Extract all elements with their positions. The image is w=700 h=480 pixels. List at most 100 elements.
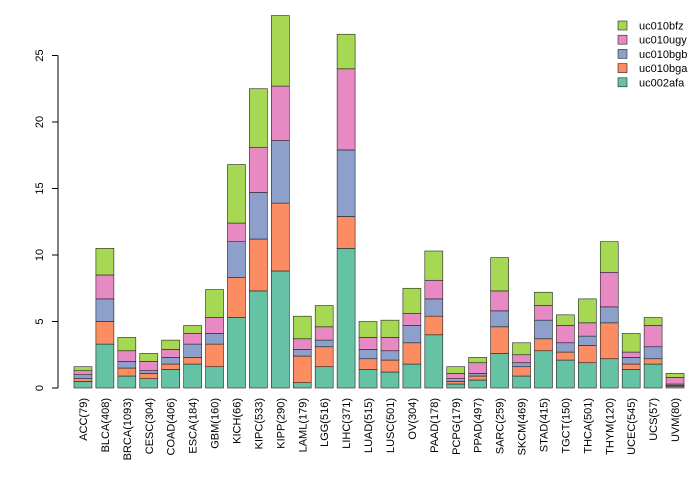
bar-uc002afa — [271, 270, 290, 389]
bar-uc010bfz — [271, 15, 290, 87]
bar-uc010bga — [424, 315, 444, 336]
y-tick-label: 10 — [34, 249, 46, 261]
bar-uc010bfz — [556, 314, 575, 326]
x-tick-label: ACC(79) — [78, 398, 90, 441]
bar-uc010bga — [249, 238, 268, 292]
legend-label-uc010bga: uc010bga — [639, 63, 688, 75]
bar-uc010bga — [534, 338, 553, 352]
bar-uc002afa — [205, 366, 224, 389]
bar-uc010bfz — [534, 291, 553, 306]
bar-uc010bga — [183, 357, 202, 365]
bar-uc002afa — [578, 362, 597, 389]
bar-stack-9 — [271, 15, 290, 389]
bar-uc010bfz — [402, 287, 422, 314]
bar-uc010bga — [161, 363, 180, 370]
x-tick-label: LIHC(371) — [341, 398, 353, 449]
bar-stack-19 — [490, 257, 509, 389]
bar-stack-18 — [468, 357, 487, 389]
bar-uc010bfz — [161, 339, 180, 350]
y-tick-label: 5 — [34, 318, 46, 324]
bar-uc002afa — [95, 343, 115, 389]
x-tick-label: LGG(516) — [319, 398, 331, 447]
bar-uc010ugy — [534, 305, 553, 321]
bar-uc002afa — [336, 248, 356, 389]
bar-uc010bfz — [380, 319, 400, 338]
bar-stack-4 — [161, 339, 180, 389]
bar-uc002afa — [556, 359, 575, 389]
bar-uc010bga — [512, 366, 531, 377]
bar-stack-15 — [402, 287, 422, 389]
bar-uc010bfz — [490, 257, 509, 292]
bar-stack-7 — [227, 164, 246, 389]
bar-uc002afa — [446, 383, 466, 389]
bar-stack-14 — [380, 319, 400, 389]
legend-swatch-uc002afa — [617, 77, 628, 88]
bar-uc010bgb — [402, 325, 422, 344]
x-tick-label: CESC(304) — [144, 398, 156, 454]
bar-uc002afa — [490, 353, 509, 389]
x-tick-label: THCA(501) — [582, 398, 594, 454]
bar-uc010bga — [578, 345, 597, 364]
bar-uc010bfz — [643, 317, 663, 326]
bar-uc010bgb — [292, 349, 312, 357]
bar-uc010bfz — [227, 164, 246, 224]
bar-uc010bga — [336, 216, 356, 249]
bar-uc010bfz — [205, 289, 224, 318]
bar-uc010ugy — [73, 370, 93, 375]
legend-swatch-uc010ugy — [617, 34, 628, 45]
bar-uc010bga — [380, 359, 400, 373]
bar-stack-26 — [643, 317, 663, 389]
bar-uc010bga — [556, 351, 575, 361]
bar-stack-8 — [249, 88, 268, 389]
bar-uc002afa — [468, 379, 487, 389]
bar-uc010ugy — [139, 361, 159, 372]
bar-uc002afa — [621, 369, 641, 389]
bar-uc010ugy — [402, 313, 422, 326]
bar-uc010bgb — [490, 310, 509, 328]
x-tick-label: UCEC(545) — [626, 398, 638, 455]
bar-uc010ugy — [665, 377, 685, 385]
bar-uc010ugy — [161, 349, 180, 358]
bar-uc002afa — [534, 350, 553, 389]
x-tick-label: COAD(406) — [166, 398, 178, 455]
bar-uc010bgb — [556, 342, 575, 353]
bar-stack-3 — [139, 353, 159, 389]
bar-uc010bgb — [205, 333, 224, 345]
bar-uc010bgb — [161, 357, 180, 365]
bar-uc010ugy — [599, 271, 619, 308]
bar-uc010bfz — [599, 241, 619, 273]
bar-stack-25 — [621, 333, 641, 389]
bar-uc010bga — [358, 358, 378, 370]
bar-stack-5 — [183, 325, 202, 389]
x-tick-label: LUSC(501) — [385, 398, 397, 453]
bar-uc010ugy — [424, 279, 444, 300]
bar-uc010bfz — [183, 325, 202, 334]
legend-swatch-uc010bgb — [617, 49, 628, 59]
bar-uc010ugy — [205, 317, 224, 334]
bar-uc010bgb — [424, 298, 444, 317]
bar-uc010bga — [205, 343, 224, 368]
bar-uc010bga — [292, 355, 312, 383]
x-axis: ACC(79) BLCA(408) BRCA(1093) CESC(304) COAD(… — [78, 398, 682, 460]
bar-uc010bfz — [336, 33, 356, 70]
bar-uc010ugy — [117, 350, 137, 362]
bar-uc010bgb — [95, 298, 115, 322]
bar-uc010bgb — [446, 378, 466, 382]
bar-uc010bfz — [512, 342, 531, 356]
x-tick-label: BRCA(1093) — [122, 398, 134, 460]
bar-stack-27 — [665, 373, 685, 389]
legend-label-uc010ugy: uc010ugy — [639, 35, 687, 47]
bar-uc010ugy — [446, 373, 466, 379]
y-tick-label: 25 — [34, 49, 46, 61]
x-tick-label: ESCA(184) — [188, 398, 200, 454]
x-tick-label: TGCT(150) — [560, 398, 572, 454]
bar-uc010bgb — [336, 149, 356, 217]
bar-uc010ugy — [380, 337, 400, 352]
bar-stack-12 — [336, 33, 356, 389]
bar-uc002afa — [380, 371, 400, 389]
bar-uc010bgb — [621, 357, 641, 365]
bar-uc002afa — [643, 363, 663, 389]
x-tick-label: OV(304) — [407, 398, 419, 440]
legend: uc010bfz uc010ugy uc010bgb uc010bga uc002afa — [617, 21, 688, 89]
bar-uc002afa — [402, 363, 422, 389]
